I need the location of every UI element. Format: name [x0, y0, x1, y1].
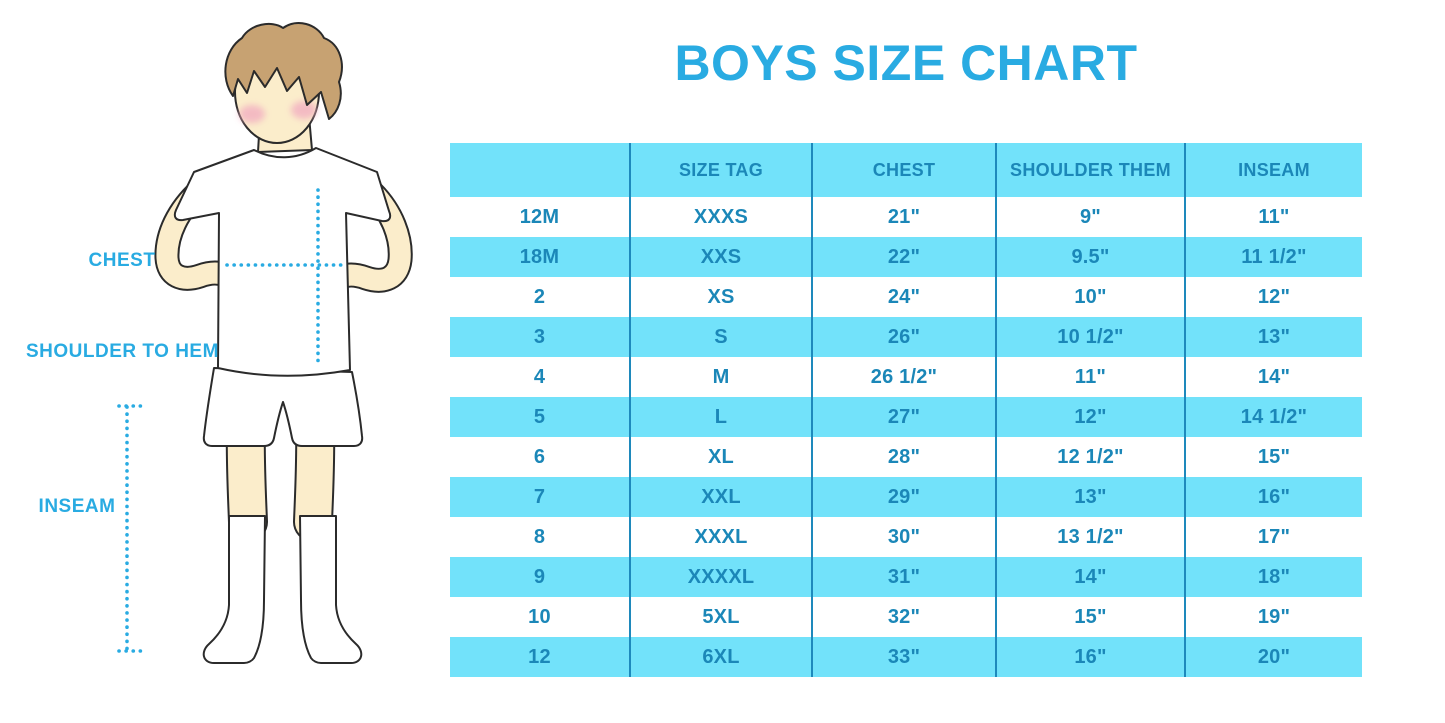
table-cell: L — [631, 397, 813, 437]
size-table: SIZE TAG CHEST SHOULDER THEM INSEAM 12M X… — [450, 143, 1362, 677]
header-cell-size — [450, 143, 631, 197]
table-cell: 6XL — [631, 637, 813, 677]
table-cell: 19" — [1257, 605, 1291, 628]
table-cell: 14 1/2" — [1240, 405, 1308, 428]
table-row: 8 XXXL 30" 13 1/2" 17" — [450, 517, 1362, 557]
table-cell: 17" — [1257, 525, 1291, 548]
table-cell: 10" — [997, 277, 1186, 317]
table-cell: S — [631, 317, 813, 357]
table-cell: 16" — [997, 637, 1186, 677]
table-cell: 8 — [450, 517, 631, 557]
table-cell: XXL — [631, 477, 813, 517]
table-cell: 24" — [813, 277, 997, 317]
table-cell: 28" — [813, 437, 997, 477]
table-row: 10 5XL 32" 15" 19" — [450, 597, 1362, 637]
table-cell: 5 — [450, 397, 631, 437]
table-cell: 5XL — [631, 597, 813, 637]
table-cell: 12" — [1257, 285, 1291, 308]
table-cell: XL — [631, 437, 813, 477]
table-cell: 9" — [997, 197, 1186, 237]
table-cell: 15" — [997, 597, 1186, 637]
table-cell: 14" — [997, 557, 1186, 597]
table-cell: 9 — [450, 557, 631, 597]
size-table-body: 12M XXXS 21" 9" 11" 18M XXS 22" 9.5" 11 1/2" 2 XS 24… — [450, 197, 1362, 677]
table-cell: 31" — [813, 557, 997, 597]
left-sock — [202, 515, 266, 664]
shoulder-to-hem-label: SHOULDER TO HEM — [26, 341, 219, 362]
boy-cheeks — [239, 101, 317, 123]
table-cell: XS — [631, 277, 813, 317]
table-cell: 6 — [450, 437, 631, 477]
table-header-row: SIZE TAG CHEST SHOULDER THEM INSEAM — [450, 143, 1362, 197]
table-cell: 4 — [450, 357, 631, 397]
table-row: 12 6XL 33" 16" 20" — [450, 637, 1362, 677]
table-row: 4 M 26 1/2" 11" 14" — [450, 357, 1362, 397]
table-cell: 10 1/2" — [997, 317, 1186, 357]
inseam-label: INSEAM — [38, 496, 116, 517]
table-cell: 13 1/2" — [997, 517, 1186, 557]
table-cell: 3 — [450, 317, 631, 357]
table-cell: 11 1/2" — [1241, 245, 1307, 268]
table-cell: 13" — [997, 477, 1186, 517]
table-cell: 14" — [1257, 365, 1291, 388]
header-cell-size-tag: SIZE TAG — [631, 143, 813, 197]
boy-illustration — [117, 22, 413, 664]
boy-shorts — [202, 367, 364, 447]
table-cell: 18M — [450, 237, 631, 277]
right-sock — [299, 515, 363, 664]
table-cell: 11" — [1258, 205, 1290, 228]
table-cell: 16" — [1257, 485, 1291, 508]
table-cell: 21" — [813, 197, 997, 237]
table-cell: 12 — [450, 637, 631, 677]
table-cell: 27" — [813, 397, 997, 437]
chest-label: CHEST — [88, 250, 156, 271]
table-row: 2 XS 24" 10" 12" — [450, 277, 1362, 317]
table-row: 18M XXS 22" 9.5" 11 1/2" — [450, 237, 1362, 277]
table-cell: 26" — [813, 317, 997, 357]
header-cell-chest: CHEST — [813, 143, 997, 197]
table-cell: XXXS — [631, 197, 813, 237]
table-cell: XXXL — [631, 517, 813, 557]
table-cell: 12 1/2" — [997, 437, 1186, 477]
table-cell: 12" — [997, 397, 1186, 437]
table-cell: M — [631, 357, 813, 397]
table-cell: 30" — [813, 517, 997, 557]
table-cell: 10 — [450, 597, 631, 637]
table-row: 12M XXXS 21" 9" 11" — [450, 197, 1362, 237]
table-cell: 7 — [450, 477, 631, 517]
table-row: 3 S 26" 10 1/2" 13" — [450, 317, 1362, 357]
table-cell: 20" — [1257, 645, 1291, 668]
table-row: 5 L 27" 12" 14 1/2" — [450, 397, 1362, 437]
table-cell: 2 — [450, 277, 631, 317]
table-cell: 15" — [1257, 445, 1291, 468]
table-cell: 12M — [450, 197, 631, 237]
table-cell: 22" — [813, 237, 997, 277]
table-cell: 18" — [1257, 565, 1291, 588]
table-cell: 13" — [1257, 325, 1291, 348]
table-cell: 29" — [813, 477, 997, 517]
table-cell: 11" — [997, 357, 1186, 397]
table-cell: XXXXL — [631, 557, 813, 597]
page-title: BOYS SIZE CHART — [674, 35, 1138, 91]
table-cell: XXS — [631, 237, 813, 277]
table-row: 9 XXXXL 31" 14" 18" — [450, 557, 1362, 597]
table-cell: 33" — [813, 637, 997, 677]
table-row: 7 XXL 29" 13" 16" — [450, 477, 1362, 517]
table-cell: 9.5" — [997, 237, 1186, 277]
table-row: 6 XL 28" 12 1/2" 15" — [450, 437, 1362, 477]
boy-hair — [224, 22, 343, 120]
boy-tshirt — [173, 147, 392, 377]
table-cell: 26 1/2" — [813, 357, 997, 397]
table-cell: 32" — [813, 597, 997, 637]
header-cell-shoulder: SHOULDER THEM — [997, 143, 1186, 197]
header-cell-inseam: INSEAM — [1238, 159, 1310, 180]
